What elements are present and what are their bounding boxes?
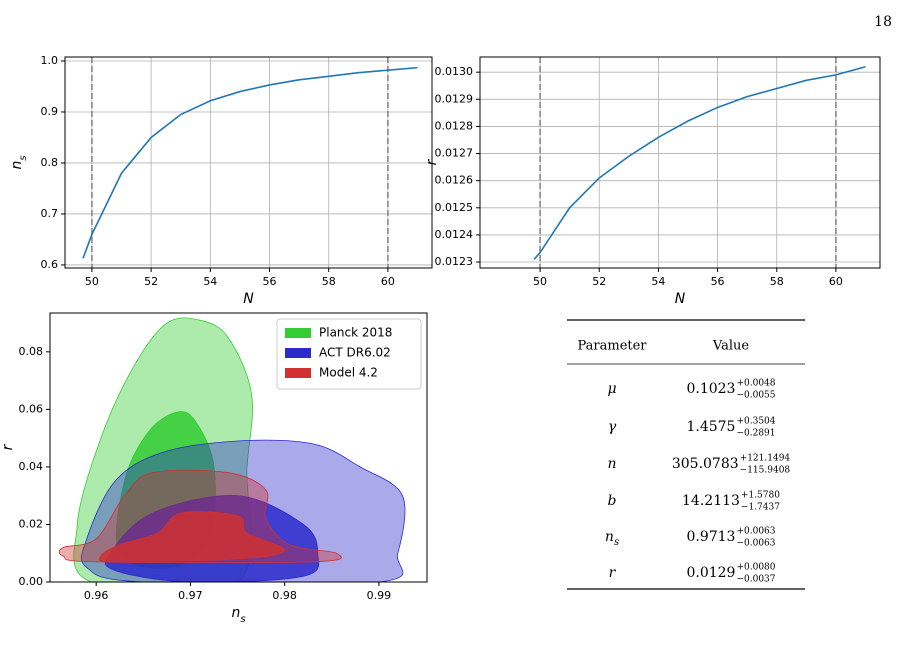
x-tick-label: 0.96 [84,589,109,602]
y-tick-label: 0.0129 [435,92,474,105]
legend-label: Model 4.2 [319,366,378,380]
x-tick-label: 56 [263,275,277,288]
contour-inner [98,511,286,563]
symbol-sub: s [614,537,619,548]
y-tick-label: 0.8 [41,156,59,169]
table-value-minus: −0.0055 [736,391,775,401]
symbol-main: γ [608,419,617,435]
table-header: Value [712,339,749,354]
table-value-plus: +121.1494 [740,454,791,464]
table-value-minus: −0.2891 [736,429,775,439]
x-tick-label: 0.98 [272,589,297,602]
table-value-minus: −0.0037 [736,575,775,585]
y-tick-label: 0.02 [19,517,44,530]
y-axis-label-main: r [0,443,16,450]
legend-swatch [285,368,311,378]
y-axis-label: ns [9,155,29,169]
x-axis-label-sub: s [240,614,245,625]
table-value: 14.2113 [682,493,740,509]
x-tick-label: 58 [770,275,784,288]
x-axis-label-main: N [243,291,254,307]
table-value: 0.1023 [686,381,735,397]
legend-label: ACT DR6.02 [319,346,391,360]
legend-box [276,318,422,390]
contour-group [58,317,406,582]
data-line [82,66,418,259]
axes-frame [49,312,428,583]
y-tick-label: 1.0 [41,54,59,67]
x-tick-label: 54 [651,275,665,288]
table-value: 0.9713 [686,529,735,545]
symbol-main: r [609,565,617,581]
page-number: 18 [874,14,892,30]
y-tick-label: 0.06 [19,402,44,415]
table-value-plus: +1.5780 [741,491,780,501]
y-axis-label-main: n [9,161,25,170]
y-axis-label: r [0,443,16,450]
y-axis-label-sub: s [18,155,29,160]
y-tick-label: 0.0130 [435,65,474,78]
table-value-minus: −1.7437 [741,503,780,513]
x-axis-label: ns [231,605,245,625]
y-tick-label: 0.6 [41,258,59,271]
y-axis-label: r [424,158,440,165]
y-tick-label: 0.0126 [435,174,474,187]
axes-frame [64,56,433,269]
table-symbol: γ [608,419,617,435]
table-value-plus: +0.3504 [736,417,775,427]
x-tick-label: 60 [829,275,843,288]
symbol-main: μ [607,381,616,397]
table-symbol: r [609,565,617,581]
x-tick-label: 54 [203,275,217,288]
x-tick-label: 50 [85,275,99,288]
x-axis-label: N [243,291,254,307]
x-tick-label: 50 [533,275,547,288]
y-axis-label-main: r [424,158,440,165]
table-symbol: b [608,493,617,509]
legend-swatch [285,348,311,358]
table-value: 0.0129 [686,565,735,581]
symbol-main: n [605,529,614,545]
table-value-plus: +0.0063 [736,527,775,537]
y-tick-label: 0.00 [19,575,44,588]
y-tick-label: 0.0125 [435,201,474,214]
y-tick-label: 0.0127 [435,147,474,160]
y-tick-label: 0.0124 [435,228,474,241]
y-tick-label: 0.0128 [435,119,474,132]
y-tick-label: 0.0123 [435,255,474,268]
legend-swatch [285,328,311,338]
table-value-plus: +0.0048 [736,379,775,389]
x-tick-label: 56 [711,275,725,288]
table-header: Parameter [577,339,647,354]
legend-label: Planck 2018 [319,326,392,340]
x-tick-label: 0.99 [367,589,392,602]
y-tick-label: 0.04 [19,460,44,473]
x-tick-label: 0.97 [178,589,203,602]
data-line [533,65,866,260]
x-axis-label: N [675,291,686,307]
x-tick-label: 52 [592,275,606,288]
x-tick-label: 58 [322,275,336,288]
x-axis-label-main: n [231,605,240,621]
table-symbol: ns [605,529,619,548]
table-value-plus: +0.0080 [736,563,775,573]
y-tick-label: 0.9 [41,105,59,118]
x-tick-label: 52 [144,275,158,288]
symbol-main: b [608,493,617,509]
symbol-main: n [607,456,616,472]
x-tick-label: 60 [381,275,395,288]
table-symbol: μ [607,381,616,397]
y-tick-label: 0.08 [19,345,44,358]
table-value-minus: −115.9408 [740,466,791,476]
table-value: 305.0783 [672,456,739,472]
table-value-minus: −0.0063 [736,539,775,549]
x-axis-label-main: N [675,291,686,307]
y-tick-label: 0.7 [41,207,59,220]
table-value: 1.4575 [686,419,735,435]
axes-frame [479,56,881,269]
table-symbol: n [607,456,616,472]
